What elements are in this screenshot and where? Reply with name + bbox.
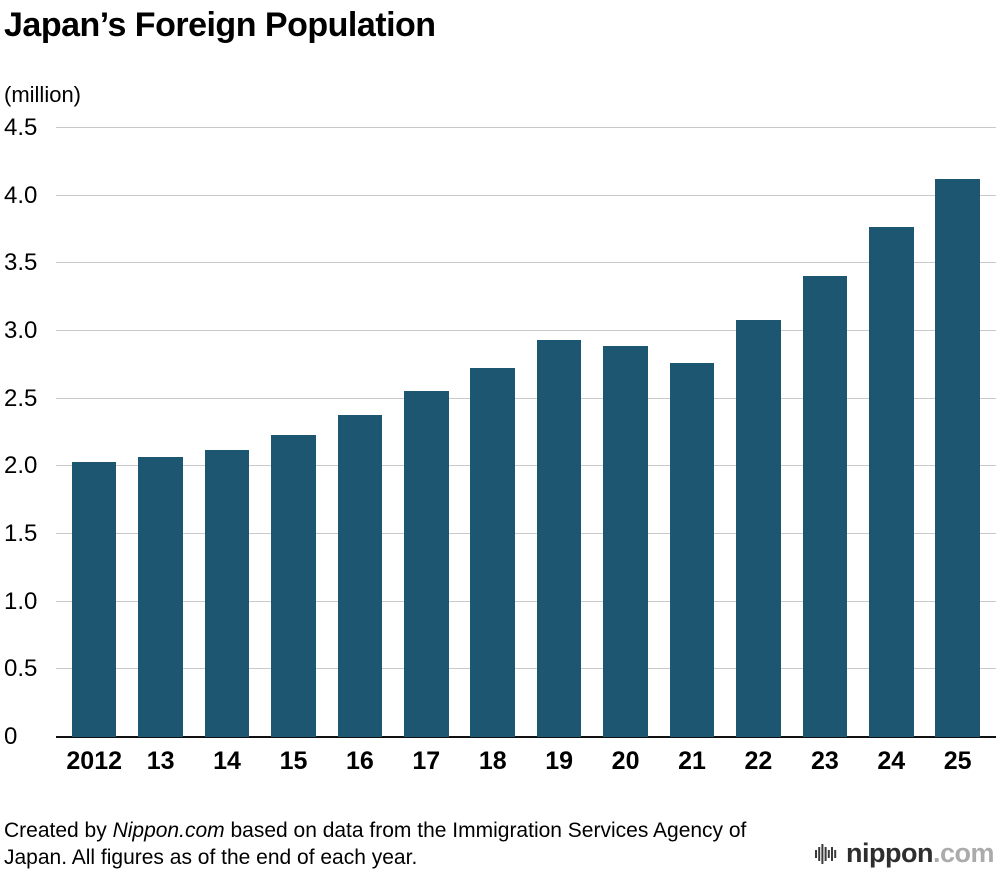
x-tick-label: 2012	[66, 747, 123, 775]
gridline	[56, 600, 996, 602]
x-tick-label: 25	[943, 747, 972, 775]
bar	[470, 367, 515, 737]
gridline	[56, 668, 996, 670]
gridlines-layer	[56, 127, 996, 738]
x-tick-label: 21	[678, 747, 706, 775]
x-tick-label: 24	[877, 747, 906, 775]
x-tick-label: 19	[545, 747, 574, 775]
x-tick-label: 18	[478, 747, 507, 775]
bar-column	[127, 128, 193, 737]
bar	[404, 390, 449, 737]
bar-column	[327, 128, 393, 737]
plot-area	[56, 127, 996, 738]
y-tick-label: 3.5	[4, 249, 38, 277]
gridline	[56, 194, 996, 196]
x-tick-label: 23	[810, 747, 839, 775]
bar	[603, 345, 648, 737]
y-axis-labels: 0 0.5 1.0 1.5 2.0 2.5 3.0 3.5 4.0 4.5	[4, 116, 52, 749]
x-tick-label: 20	[611, 747, 640, 775]
bar	[802, 275, 848, 737]
y-tick-label: 1.0	[4, 587, 38, 615]
y-axis-unit-label: (million)	[4, 82, 81, 107]
x-tick-label: 13	[146, 747, 175, 775]
gridline	[56, 397, 996, 399]
x-tick-label: 17	[412, 747, 441, 775]
bar	[869, 226, 914, 737]
logo-tld: .com	[932, 838, 995, 868]
bars-layer	[56, 128, 996, 737]
chart-title: Japan’s Foreign Population	[4, 6, 436, 44]
credit-source: Nippon.com	[112, 819, 225, 842]
y-tick-label: 0	[4, 723, 18, 750]
logo-name: nippon	[846, 838, 933, 868]
bar-column	[194, 128, 260, 737]
bar-chart: 0 0.5 1.0 1.5 2.0 2.5 3.0 3.5 4.0 4.5	[0, 116, 1000, 749]
nippon-soundbars-icon	[815, 843, 837, 864]
bar-column	[460, 128, 526, 737]
source-credit: Created by Nippon.com based on data from…	[4, 817, 794, 871]
bar-column	[659, 128, 725, 737]
bar-column	[61, 128, 127, 737]
bar	[204, 450, 250, 737]
bar	[736, 320, 781, 737]
x-axis-labels: 2012 13 14 15 16 17 18 19 20 21 22 23 24 25	[56, 737, 996, 781]
bar-column	[393, 128, 459, 737]
bar	[138, 456, 183, 737]
x-tick-label: 14	[213, 747, 241, 775]
credit-suffix: based on data from the Immigration Servi…	[4, 819, 747, 869]
gridline	[56, 127, 996, 128]
bar	[271, 435, 316, 737]
credit-prefix: Created by	[4, 819, 113, 842]
bar	[669, 363, 715, 737]
gridline	[56, 465, 996, 467]
gridline	[56, 533, 996, 534]
nippon-logo: nippon.com	[815, 838, 995, 869]
y-tick-label: 4.5	[4, 114, 38, 141]
bar-column	[858, 128, 924, 737]
bar	[935, 179, 980, 737]
y-tick-label: 3.0	[4, 317, 38, 344]
y-tick-label: 4.0	[4, 181, 38, 209]
x-tick-label: 15	[279, 747, 308, 775]
bar	[71, 462, 117, 737]
y-tick-label: 1.5	[4, 520, 38, 547]
bar-column	[526, 128, 592, 737]
gridline	[56, 330, 996, 331]
x-tick-label: 22	[744, 747, 773, 775]
bar-column	[592, 128, 658, 737]
bar-column	[792, 128, 858, 737]
gridline	[56, 262, 996, 264]
bar	[337, 414, 383, 737]
y-tick-label: 0.5	[4, 655, 38, 683]
bar	[536, 340, 582, 737]
bar-column	[725, 128, 791, 737]
x-tick-label: 16	[345, 747, 374, 775]
y-tick-label: 2.5	[4, 384, 38, 412]
bar-column	[924, 128, 990, 737]
y-tick-label: 2.0	[4, 452, 38, 480]
bar-column	[260, 128, 326, 737]
x-axis-line	[56, 736, 996, 738]
